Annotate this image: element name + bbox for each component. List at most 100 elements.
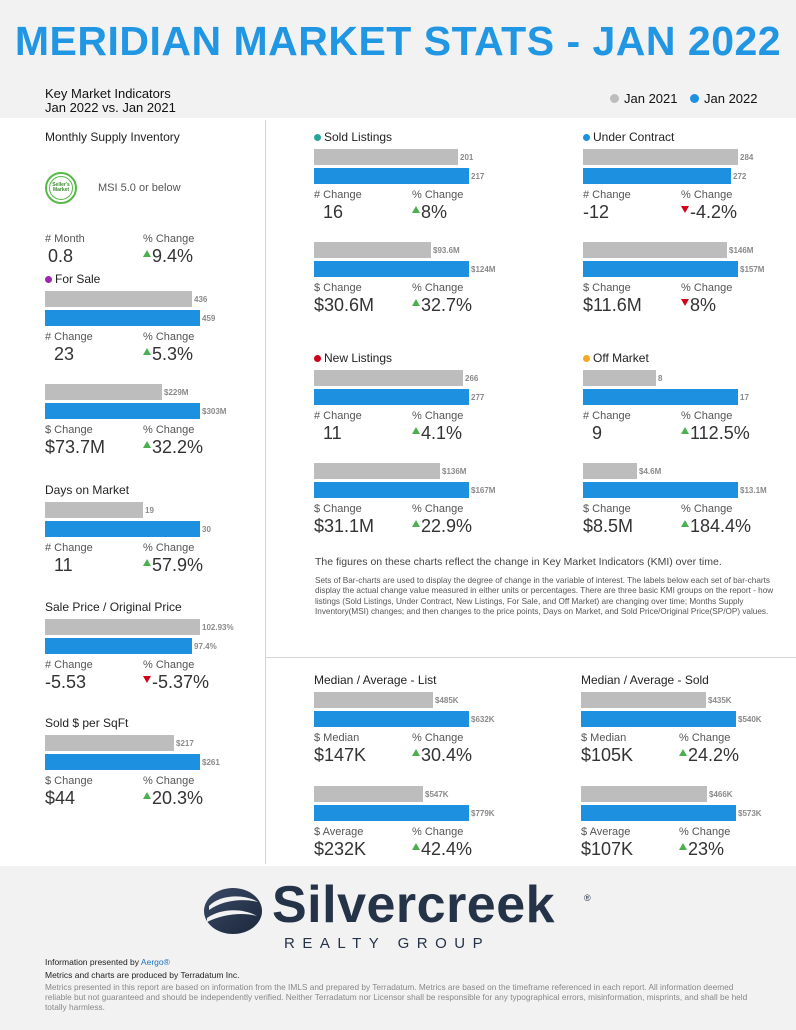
change-value: $31.1M bbox=[314, 516, 375, 536]
bar-value-label: $435K bbox=[708, 696, 732, 705]
change-value: 23 bbox=[54, 344, 75, 364]
bar-jan-2022 bbox=[583, 389, 738, 405]
pct-change-value: 20.3% bbox=[152, 788, 204, 808]
sellers-market-badge-icon: Seller's Market bbox=[45, 172, 77, 204]
bar-value-label: 201 bbox=[460, 153, 474, 162]
bar-jan-2021 bbox=[45, 291, 192, 307]
presented-prefix: Information presented by bbox=[45, 957, 141, 967]
pct-change-value: 32.7% bbox=[421, 295, 473, 315]
produced-by: Metrics and charts are produced by Terra… bbox=[45, 970, 240, 980]
chart-title-median-average-list: Median / Average - List bbox=[314, 673, 437, 687]
bar-jan-2022 bbox=[45, 403, 200, 419]
pct-change-label: % Change bbox=[681, 282, 733, 294]
change-value: -5.53 bbox=[45, 672, 87, 692]
bar-value-label: $13.1M bbox=[740, 486, 767, 495]
bar-value-label: $466K bbox=[709, 790, 733, 799]
category-dot-icon bbox=[583, 133, 590, 141]
bar-jan-2021 bbox=[45, 502, 143, 518]
chart-title-for-sale: For Sale bbox=[45, 272, 100, 286]
chart-title-median-average-sold: Median / Average - Sold bbox=[581, 673, 709, 687]
change-label: $ Change bbox=[45, 424, 93, 436]
chart-title-text: New Listings bbox=[324, 351, 393, 365]
change-value: $105K bbox=[581, 745, 634, 765]
pct-change-value: 4.1% bbox=[421, 423, 463, 443]
bar-value-label: 8 bbox=[658, 374, 663, 383]
pct-change-label: % Change bbox=[412, 282, 464, 294]
legend-dot-icon bbox=[610, 94, 619, 103]
pct-change-block: -4.2% bbox=[681, 202, 737, 223]
chart-title-sold-listings: Sold Listings bbox=[314, 130, 392, 144]
legend-item-2022: Jan 2022 bbox=[690, 91, 758, 106]
pct-change-block: 57.9% bbox=[143, 555, 203, 576]
change-label: $ Median bbox=[581, 732, 627, 744]
change-value: 16 bbox=[323, 202, 344, 222]
change-label: # Change bbox=[583, 410, 631, 422]
pct-change-label: % Change bbox=[143, 542, 195, 554]
change-label: $ Change bbox=[45, 775, 93, 787]
pct-change-value: 112.5% bbox=[690, 423, 750, 443]
pct-change-value: 184.4% bbox=[690, 516, 752, 536]
pct-change-block: 23% bbox=[679, 839, 724, 860]
msi-num-value: 0.8 bbox=[48, 246, 74, 266]
bar-value-label: $779K bbox=[471, 809, 495, 818]
change-value: $30.6M bbox=[314, 295, 375, 315]
chart-title-text: For Sale bbox=[55, 272, 101, 286]
bar-jan-2021 bbox=[583, 370, 656, 386]
pct-change-block: 184.4% bbox=[681, 516, 751, 537]
bar-value-label: $217 bbox=[176, 739, 194, 748]
pct-change-label: % Change bbox=[681, 503, 733, 515]
up-arrow-icon bbox=[679, 749, 687, 756]
bar-jan-2021 bbox=[583, 463, 637, 479]
bar-value-label: 217 bbox=[471, 172, 485, 181]
up-arrow-icon bbox=[143, 559, 151, 566]
bar-jan-2021 bbox=[45, 735, 174, 751]
change-label: # Change bbox=[45, 659, 93, 671]
bar-jan-2022 bbox=[581, 711, 736, 727]
chart-title-text: Off Market bbox=[593, 351, 649, 365]
pct-change-value: -4.2% bbox=[690, 202, 738, 222]
chart-title-text: Median / Average - Sold bbox=[581, 673, 709, 687]
bar-value-label: 436 bbox=[194, 295, 208, 304]
chart-title-text: Sale Price / Original Price bbox=[45, 600, 182, 614]
pct-change-label: % Change bbox=[679, 732, 731, 744]
pct-change-block: 112.5% bbox=[681, 423, 750, 444]
up-arrow-icon bbox=[412, 749, 420, 756]
bar-value-label: 266 bbox=[465, 374, 479, 383]
change-value: $147K bbox=[314, 745, 367, 765]
msi-pct-label: % Change bbox=[143, 233, 195, 245]
change-value: 9 bbox=[592, 423, 603, 443]
bar-jan-2021 bbox=[314, 786, 423, 802]
page-title: MERIDIAN MARKET STATS - JAN 2022 bbox=[14, 18, 782, 64]
msi-num-label: # Month bbox=[45, 233, 85, 245]
up-arrow-icon bbox=[143, 250, 151, 257]
chart-title-under-contract: Under Contract bbox=[583, 130, 674, 144]
change-value: $8.5M bbox=[583, 516, 634, 536]
chart-title-text: Sold $ per SqFt bbox=[45, 716, 129, 730]
legend-label: Jan 2022 bbox=[704, 91, 758, 106]
category-dot-icon bbox=[314, 133, 321, 141]
disclaimer: Metrics presented in this report are bas… bbox=[45, 982, 748, 1013]
pct-change-label: % Change bbox=[143, 331, 195, 343]
silvercreek-swoosh-icon bbox=[204, 888, 262, 934]
pct-change-label: % Change bbox=[412, 826, 464, 838]
up-arrow-icon bbox=[412, 427, 420, 434]
bar-value-label: 102.93% bbox=[202, 623, 234, 632]
chart-title-sale-price-original-price: Sale Price / Original Price bbox=[45, 600, 182, 614]
horizontal-divider bbox=[266, 657, 796, 658]
bar-jan-2022 bbox=[583, 261, 738, 277]
change-value: $73.7M bbox=[45, 437, 106, 457]
up-arrow-icon bbox=[412, 299, 420, 306]
description-headline: The figures on these charts reflect the … bbox=[315, 556, 722, 568]
aergo-link[interactable]: Aergo® bbox=[140, 957, 170, 967]
chart-title-text: Days on Market bbox=[45, 483, 130, 497]
up-arrow-icon bbox=[681, 427, 689, 434]
pct-change-block: 32.7% bbox=[412, 295, 472, 316]
pct-change-block: -5.37% bbox=[143, 672, 209, 693]
bar-jan-2021 bbox=[314, 149, 458, 165]
pct-change-block: 32.2% bbox=[143, 437, 203, 458]
up-arrow-icon bbox=[412, 520, 420, 527]
chart-title-text: Median / Average - List bbox=[314, 673, 437, 687]
bar-jan-2022 bbox=[45, 310, 200, 326]
bar-jan-2021 bbox=[581, 786, 707, 802]
bar-value-label: 30 bbox=[202, 525, 211, 534]
